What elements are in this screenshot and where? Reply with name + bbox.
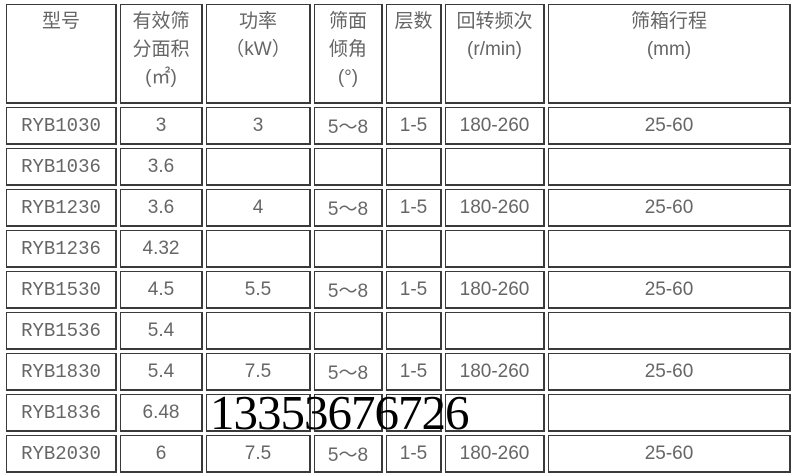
- table-cell: [548, 312, 791, 350]
- column-header: 筛箱行程 (mm): [548, 4, 791, 104]
- table-cell: 7.5: [206, 435, 311, 473]
- table-cell: 25-60: [548, 353, 791, 391]
- table-cell: [445, 394, 545, 432]
- table-cell: [386, 148, 442, 186]
- table-cell: [206, 312, 311, 350]
- table-cell: 1-5: [386, 271, 442, 309]
- table-row: RYB1836 6.48: [6, 394, 791, 432]
- table-cell: 5～8: [314, 271, 383, 309]
- table-cell: 180-260: [445, 435, 545, 473]
- table-row: RYB1036 3.6: [6, 148, 791, 186]
- table-cell: 3.6: [120, 148, 203, 186]
- table-cell: 180-260: [445, 107, 545, 145]
- table-cell: 5～8: [314, 107, 383, 145]
- table-cell: 4.32: [120, 230, 203, 268]
- column-header: 层数: [386, 4, 442, 104]
- table-cell: [445, 312, 545, 350]
- table-cell: 5.5: [206, 271, 311, 309]
- model-cell: RYB2030: [6, 435, 117, 473]
- table-row: RYB1830 5.4 7.5 5～8 1-5 180-260 25-60: [6, 353, 791, 391]
- table-row: RYB1536 5.4: [6, 312, 791, 350]
- table-cell: 6.48: [120, 394, 203, 432]
- table-cell: 180-260: [445, 189, 545, 227]
- table-row: RYB1530 4.5 5.5 5～8 1-5 180-260 25-60: [6, 271, 791, 309]
- table-cell: [314, 148, 383, 186]
- spec-table: 型号 有效筛 分面积 (㎡) 功率 （kW） 筛面 倾角 (°) 层数 回转频次 (r/m…: [3, 1, 794, 476]
- table-cell: 5～8: [314, 353, 383, 391]
- table-cell: 3.6: [120, 189, 203, 227]
- table-cell: 1-5: [386, 107, 442, 145]
- table-cell: [386, 312, 442, 350]
- table-cell: 25-60: [548, 271, 791, 309]
- table-cell: [548, 394, 791, 432]
- model-cell: RYB1830: [6, 353, 117, 391]
- table-cell: 3: [206, 107, 311, 145]
- table-cell: 3: [120, 107, 203, 145]
- table-cell: 180-260: [445, 353, 545, 391]
- table-cell: 1-5: [386, 353, 442, 391]
- table-cell: [206, 230, 311, 268]
- table-cell: 25-60: [548, 435, 791, 473]
- table-cell: 1-5: [386, 189, 442, 227]
- table-cell: [445, 148, 545, 186]
- table-cell: 5～8: [314, 189, 383, 227]
- table-row: RYB1230 3.6 4 5～8 1-5 180-260 25-60: [6, 189, 791, 227]
- table-cell: 4.5: [120, 271, 203, 309]
- table-cell: [314, 394, 383, 432]
- model-cell: RYB1230: [6, 189, 117, 227]
- header-row: 型号 有效筛 分面积 (㎡) 功率 （kW） 筛面 倾角 (°) 层数 回转频次 (r/m…: [6, 4, 791, 104]
- table-cell: 25-60: [548, 189, 791, 227]
- table-cell: 5.4: [120, 312, 203, 350]
- table-cell: [386, 394, 442, 432]
- table-cell: 1-5: [386, 435, 442, 473]
- column-header: 有效筛 分面积 (㎡): [120, 4, 203, 104]
- table-cell: [314, 312, 383, 350]
- column-header: 回转频次 (r/min): [445, 4, 545, 104]
- table-cell: 7.5: [206, 353, 311, 391]
- table-row: RYB1236 4.32: [6, 230, 791, 268]
- phone-watermark: 13353676726: [210, 385, 469, 440]
- table-row: RYB1030 3 3 5～8 1-5 180-260 25-60: [6, 107, 791, 145]
- table-cell: 25-60: [548, 107, 791, 145]
- table-cell: [548, 230, 791, 268]
- model-cell: RYB1536: [6, 312, 117, 350]
- column-header: 功率 （kW）: [206, 4, 311, 104]
- model-cell: RYB1236: [6, 230, 117, 268]
- table-cell: [206, 394, 311, 432]
- table-cell: [386, 230, 442, 268]
- model-cell: RYB1036: [6, 148, 117, 186]
- table-cell: 5～8: [314, 435, 383, 473]
- table-cell: 180-260: [445, 271, 545, 309]
- table-cell: 6: [120, 435, 203, 473]
- table-cell: 4: [206, 189, 311, 227]
- model-cell: RYB1836: [6, 394, 117, 432]
- column-header: 筛面 倾角 (°): [314, 4, 383, 104]
- table-cell: [206, 148, 311, 186]
- table-cell: [314, 230, 383, 268]
- model-cell: RYB1530: [6, 271, 117, 309]
- column-header: 型号: [6, 4, 117, 104]
- model-cell: RYB1030: [6, 107, 117, 145]
- table-cell: [548, 148, 791, 186]
- table-cell: [445, 230, 545, 268]
- table-cell: 5.4: [120, 353, 203, 391]
- table-row: RYB2030 6 7.5 5～8 1-5 180-260 25-60: [6, 435, 791, 473]
